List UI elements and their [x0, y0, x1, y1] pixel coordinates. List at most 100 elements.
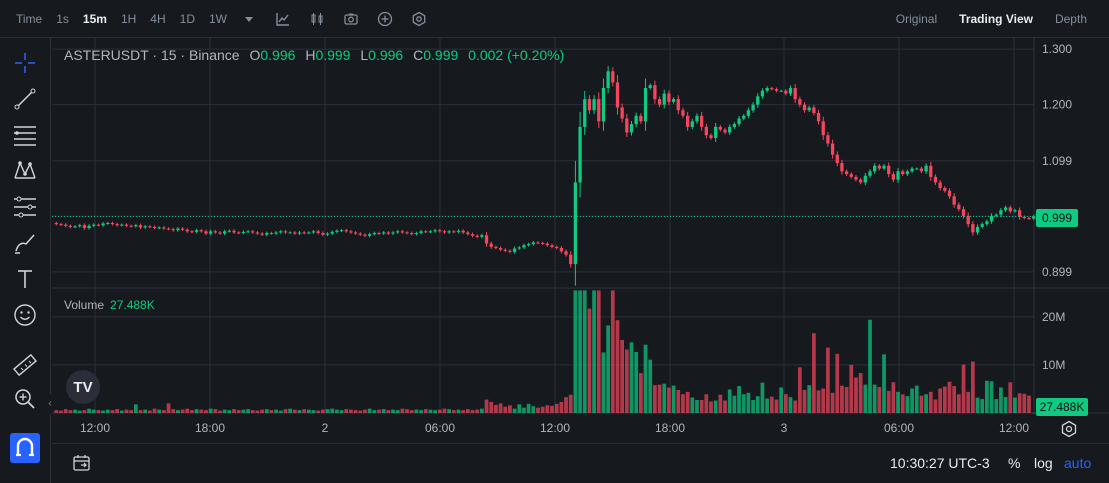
- indicators-icon[interactable]: [275, 11, 291, 27]
- volume-bar: [264, 409, 269, 413]
- candle-body: [756, 96, 760, 105]
- volume-bar: [629, 342, 634, 413]
- volume-bar: [835, 353, 840, 413]
- settings-hex-icon[interactable]: [411, 11, 427, 27]
- candle-body: [770, 88, 774, 90]
- volume-bar: [807, 385, 812, 413]
- horizontal-lines-icon[interactable]: [11, 121, 39, 149]
- candle-body: [241, 231, 246, 233]
- volume-bar: [900, 394, 905, 413]
- candle-body: [269, 233, 274, 234]
- candle-body: [807, 107, 811, 111]
- volume-bar: [550, 405, 554, 413]
- chart-settings-icon[interactable]: [1060, 420, 1078, 438]
- volume-bar: [59, 410, 63, 413]
- caret-down-icon[interactable]: [241, 11, 257, 27]
- interval-4h[interactable]: 4H: [150, 11, 166, 26]
- volume-legend: Volume 27.488K: [64, 298, 155, 312]
- volume-bar: [788, 397, 793, 413]
- date-range-icon[interactable]: [72, 453, 92, 473]
- volume-bar: [363, 409, 367, 413]
- ruler-icon[interactable]: [11, 351, 39, 379]
- volume-bar: [138, 410, 143, 413]
- candle-body: [372, 233, 376, 235]
- candle-body: [339, 230, 344, 232]
- emoji-icon[interactable]: [11, 301, 39, 329]
- tab-trading-view[interactable]: Trading View: [959, 12, 1033, 26]
- interval-1h[interactable]: 1H: [120, 11, 137, 26]
- volume-bar: [190, 410, 194, 413]
- collapse-toolbar-button[interactable]: ‹: [45, 394, 55, 414]
- candle-body: [695, 115, 699, 122]
- price-tick-label: 1.099: [1042, 154, 1072, 168]
- candle-body: [788, 88, 793, 94]
- candle-body: [265, 233, 269, 235]
- interval-1d[interactable]: 1D: [179, 11, 195, 26]
- volume-bar: [1013, 397, 1017, 413]
- interval-15m[interactable]: 15m: [82, 11, 107, 26]
- candle-body: [999, 210, 1003, 215]
- trend-line-icon[interactable]: [11, 85, 39, 113]
- candle-body: [447, 231, 451, 233]
- candle-body: [606, 71, 610, 88]
- volume-bar: [391, 409, 395, 413]
- candle-body: [840, 163, 844, 172]
- volume-bar: [620, 339, 625, 413]
- volume-bar: [924, 394, 928, 413]
- brush-icon[interactable]: [11, 229, 39, 257]
- volume-bar: [250, 410, 255, 413]
- zoom-in-icon[interactable]: [11, 385, 39, 413]
- screenshot-icon[interactable]: [343, 11, 359, 27]
- candle-body: [1003, 207, 1008, 211]
- volume-bar: [311, 410, 316, 413]
- candle-body: [484, 235, 489, 244]
- crosshair-icon[interactable]: [11, 49, 39, 77]
- candle-body: [480, 235, 484, 237]
- tradingview-logo[interactable]: TV: [66, 370, 100, 404]
- volume-bar: [288, 408, 293, 413]
- chart-area[interactable]: 1.300 1.200 1.099 0.899 20M 10M 12:00 18:00 2 06:…: [52, 38, 1109, 443]
- volume-bar: [564, 397, 568, 413]
- pattern-icon[interactable]: [11, 157, 39, 185]
- volume-bar: [433, 410, 437, 413]
- utc-clock[interactable]: 10:30:27 UTC-3: [890, 455, 990, 471]
- interval-1w[interactable]: 1W: [208, 11, 227, 26]
- volume-bar: [919, 395, 924, 413]
- candle-body: [307, 232, 311, 234]
- time-label[interactable]: Time: [16, 11, 43, 26]
- volume-bar: [653, 385, 657, 413]
- volume-bar: [765, 398, 769, 413]
- volume-bar: [638, 373, 643, 413]
- magnet-icon[interactable]: [10, 433, 40, 463]
- log-scale-button[interactable]: log: [1034, 455, 1053, 471]
- candle-body: [826, 135, 830, 144]
- candle-style-icon[interactable]: [309, 11, 325, 27]
- volume-bar: [840, 385, 844, 413]
- volume-bar: [985, 380, 989, 413]
- volume-bar: [695, 400, 699, 413]
- volume-bar: [437, 409, 442, 413]
- volume-bar: [241, 409, 246, 413]
- volume-bar: [480, 408, 484, 413]
- candle-body: [583, 99, 587, 127]
- candle-body: [353, 232, 358, 234]
- volume-bar: [1017, 393, 1022, 413]
- candle-body: [531, 242, 535, 245]
- fib-icon[interactable]: [11, 193, 39, 221]
- tab-original[interactable]: Original: [895, 12, 938, 26]
- price-chart[interactable]: 1.300 1.200 1.099 0.899 20M 10M 12:00 18:00 2 06:…: [52, 38, 1109, 443]
- auto-scale-button[interactable]: auto: [1064, 455, 1092, 471]
- interval-1s[interactable]: 1s: [56, 11, 69, 26]
- volume-bar: [400, 408, 405, 413]
- candle-body: [54, 223, 58, 225]
- candle-body: [919, 168, 924, 172]
- tab-depth[interactable]: Depth: [1054, 12, 1087, 26]
- time-tick-label: 3: [781, 421, 788, 435]
- volume-bar: [536, 407, 540, 413]
- candle-body: [859, 179, 863, 183]
- candle-body: [311, 231, 316, 233]
- text-icon[interactable]: [11, 265, 39, 293]
- add-indicator-icon[interactable]: [377, 11, 393, 27]
- volume-bar: [947, 381, 952, 413]
- percent-scale-button[interactable]: %: [1008, 455, 1021, 471]
